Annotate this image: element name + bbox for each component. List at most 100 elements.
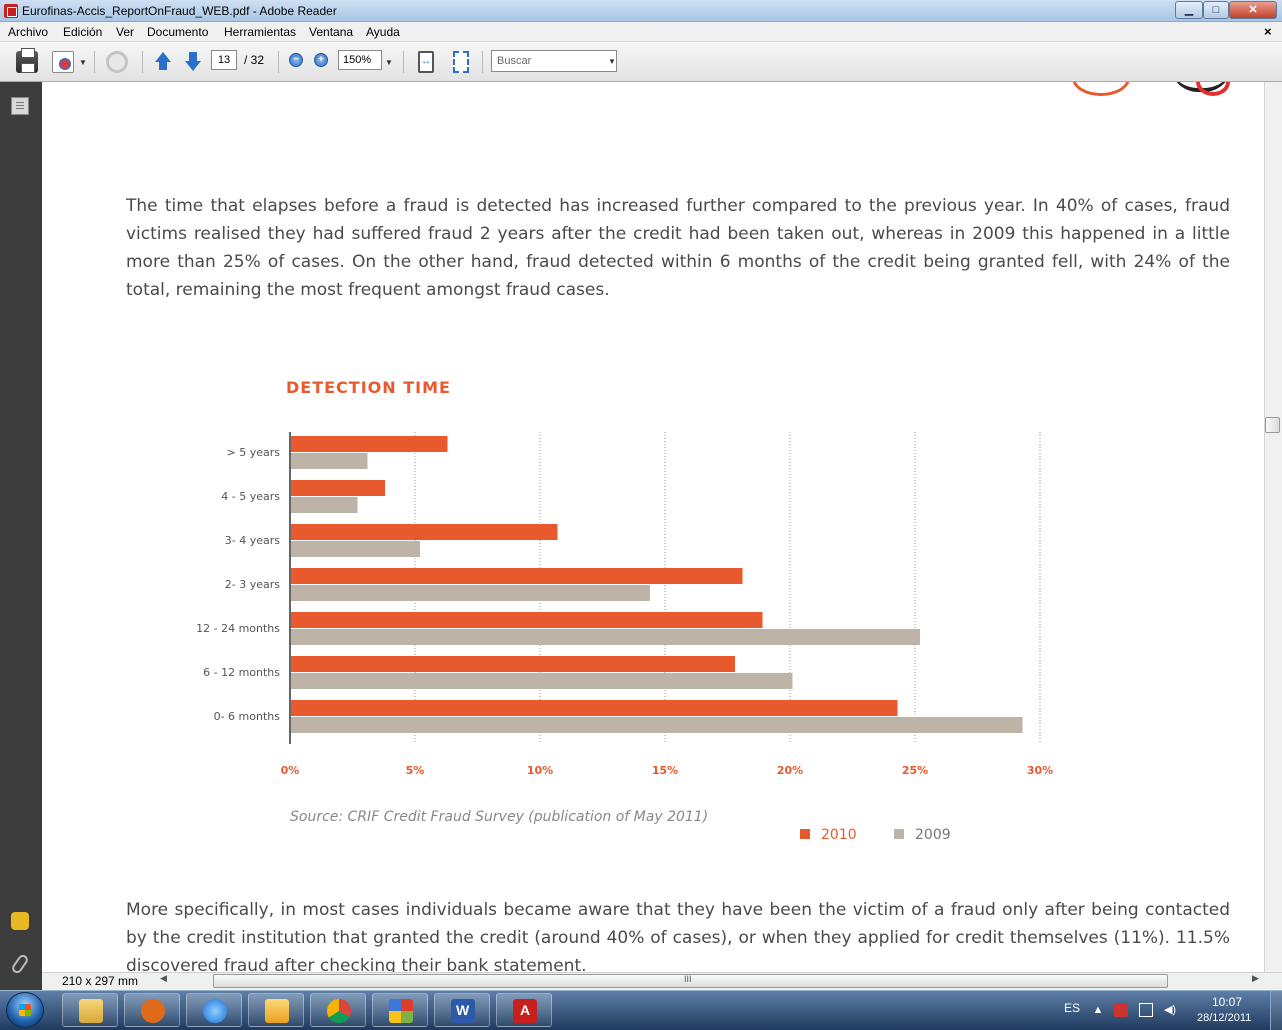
bar-2009 — [290, 541, 420, 557]
pages-icon[interactable] — [11, 97, 29, 115]
x-tick-label: 25% — [902, 764, 928, 777]
category-label: 4 - 5 years — [221, 490, 280, 503]
scroll-left-icon[interactable]: ◀ — [160, 973, 167, 983]
comments-icon[interactable] — [11, 912, 29, 930]
horizontal-scroll-thumb[interactable] — [213, 974, 1168, 988]
minimize-button[interactable]: ▁ — [1175, 1, 1203, 19]
attachments-icon[interactable] — [10, 952, 30, 976]
create-pdf-icon[interactable] — [52, 51, 74, 73]
navigation-panel — [0, 82, 42, 990]
menu-bar: Archivo Edición Ver Documento Herramient… — [0, 22, 1282, 42]
fit-width-icon[interactable] — [418, 51, 434, 73]
outlook-icon — [265, 999, 289, 1023]
scroll-right-icon[interactable]: ▶ — [1252, 973, 1259, 983]
zoom-dropdown-icon[interactable]: ▼ — [385, 58, 393, 67]
taskbar-office[interactable] — [372, 993, 428, 1027]
previous-page-icon[interactable] — [153, 51, 173, 73]
page-size-label: 210 x 297 mm — [62, 974, 139, 988]
zoom-level-select[interactable]: 150% — [338, 50, 382, 70]
internet-explorer-icon — [203, 999, 227, 1023]
logo-circle-icon — [1072, 82, 1130, 96]
taskbar-internet-explorer[interactable] — [186, 993, 242, 1027]
show-desktop-button[interactable] — [1270, 991, 1282, 1030]
legend-label: 2009 — [915, 827, 951, 843]
menu-herramientas[interactable]: Herramientas — [224, 25, 297, 39]
chrome-icon — [327, 999, 351, 1023]
language-indicator[interactable]: ES — [1064, 1001, 1081, 1015]
media-player-icon — [141, 999, 165, 1023]
tray-expand-icon[interactable]: ▲ — [1092, 1004, 1104, 1016]
toolbar-divider — [94, 51, 95, 73]
category-label: 0- 6 months — [214, 710, 281, 723]
document-page: The time that elapses before a fraud is … — [42, 82, 1264, 972]
start-button[interactable] — [6, 992, 44, 1028]
bar-2010 — [290, 656, 735, 672]
search-dropdown-icon[interactable]: ▼ — [608, 57, 616, 66]
zoom-out-icon[interactable]: − — [289, 53, 303, 67]
clock-date[interactable]: 28/12/2011 — [1197, 1012, 1252, 1024]
bar-2009 — [290, 453, 368, 469]
create-pdf-dropdown-icon[interactable]: ▼ — [79, 58, 87, 67]
vertical-scroll-thumb[interactable] — [1265, 417, 1280, 433]
network-icon[interactable] — [1139, 1003, 1153, 1017]
x-tick-label: 0% — [281, 764, 300, 777]
folder-icon — [79, 999, 103, 1023]
x-tick-label: 30% — [1027, 764, 1053, 777]
x-tick-label: 10% — [527, 764, 553, 777]
taskbar-word[interactable] — [434, 993, 490, 1027]
bar-2009 — [290, 585, 650, 601]
maximize-button[interactable]: □ — [1203, 1, 1229, 19]
category-label: > 5 years — [227, 446, 281, 459]
menu-ventana[interactable]: Ventana — [309, 25, 354, 39]
sync-icon[interactable] — [106, 51, 128, 73]
chart-title: DETECTION TIME — [286, 378, 451, 397]
menu-edicion[interactable]: Edición — [63, 25, 103, 39]
close-document-icon[interactable]: × — [1264, 24, 1272, 39]
legend-swatch — [894, 829, 904, 839]
action-center-icon[interactable] — [1114, 1003, 1128, 1017]
fit-page-icon[interactable] — [453, 51, 469, 73]
taskbar-adobe-reader[interactable] — [496, 993, 552, 1027]
taskbar-outlook[interactable] — [248, 993, 304, 1027]
menu-documento[interactable]: Documento — [147, 25, 209, 39]
toolbar-divider — [403, 51, 404, 73]
volume-icon[interactable]: ◀) — [1163, 1004, 1177, 1016]
category-label: 3- 4 years — [225, 534, 281, 547]
bar-2009 — [290, 497, 358, 513]
close-button[interactable]: ✕ — [1229, 1, 1277, 19]
taskbar-media-player[interactable] — [124, 993, 180, 1027]
bar-2010 — [290, 524, 558, 540]
bar-2010 — [290, 436, 448, 452]
printer-icon[interactable] — [16, 48, 38, 73]
x-tick-label: 20% — [777, 764, 803, 777]
adobe-reader-icon — [4, 4, 18, 18]
bar-2010 — [290, 480, 385, 496]
legend-swatch — [800, 829, 810, 839]
body-paragraph: More specifically, in most cases individ… — [126, 900, 1230, 972]
menu-archivo[interactable]: Archivo — [8, 25, 49, 39]
category-label: 6 - 12 months — [203, 666, 280, 679]
word-icon — [451, 999, 475, 1023]
taskbar-explorer[interactable] — [62, 993, 118, 1027]
clock-time[interactable]: 10:07 — [1212, 995, 1243, 1009]
zoom-in-icon[interactable]: + — [314, 53, 328, 67]
vertical-scrollbar[interactable] — [1264, 82, 1282, 972]
title-bar: Eurofinas-Accis_ReportOnFraud_WEB.pdf - … — [0, 0, 1282, 22]
bar-2010 — [290, 612, 763, 628]
bar-2009 — [290, 717, 1023, 733]
adobe-reader-icon — [513, 999, 537, 1023]
next-page-icon[interactable] — [183, 51, 203, 73]
search-input[interactable]: Buscar — [491, 50, 617, 72]
window-title: Eurofinas-Accis_ReportOnFraud_WEB.pdf - … — [22, 4, 337, 18]
office-icon — [389, 999, 413, 1023]
taskbar-chrome[interactable] — [310, 993, 366, 1027]
bar-2010 — [290, 700, 898, 716]
menu-ver[interactable]: Ver — [116, 25, 135, 39]
category-label: 2- 3 years — [225, 578, 281, 591]
page-number-input[interactable]: 13 — [211, 50, 237, 70]
toolbar-divider — [142, 51, 143, 73]
bar-2009 — [290, 629, 920, 645]
menu-ayuda[interactable]: Ayuda — [366, 25, 400, 39]
body-paragraph: The time that elapses before a fraud is … — [126, 196, 1230, 300]
